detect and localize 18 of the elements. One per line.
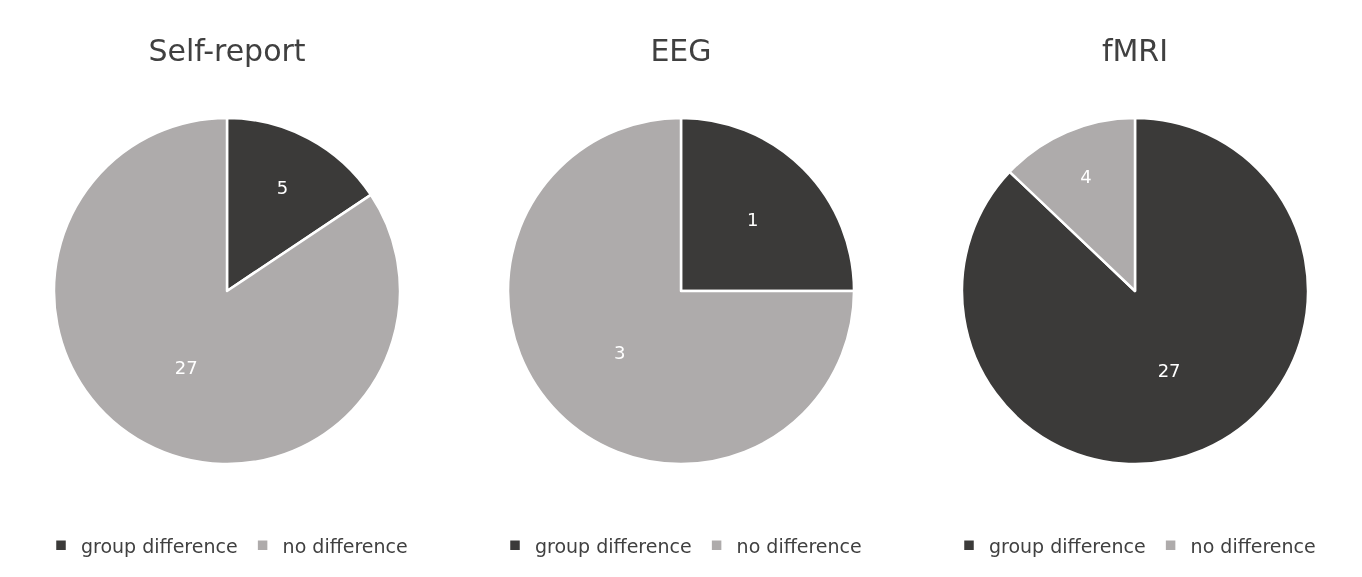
pie-slice: [506, 116, 856, 466]
chart-title: Self-report: [148, 33, 306, 69]
data-label: 4: [1080, 166, 1092, 188]
data-label: 5: [276, 176, 289, 198]
data-label: 27: [174, 356, 198, 378]
legend-label: no difference: [1190, 534, 1316, 557]
legend-label: group difference: [81, 534, 238, 557]
data-label: 3: [614, 341, 626, 363]
pie-slice: [960, 116, 1310, 466]
chart-title: fMRI: [1101, 33, 1169, 69]
data-label: 27: [1157, 359, 1181, 381]
pie-slice: [52, 116, 401, 466]
legend-label: group difference: [989, 534, 1146, 557]
chart-title: EEG: [650, 33, 712, 69]
legend-label: no difference: [736, 534, 862, 557]
legend-label: group difference: [535, 534, 692, 557]
legend-label: no difference: [282, 534, 408, 557]
data-label: 1: [746, 208, 759, 230]
